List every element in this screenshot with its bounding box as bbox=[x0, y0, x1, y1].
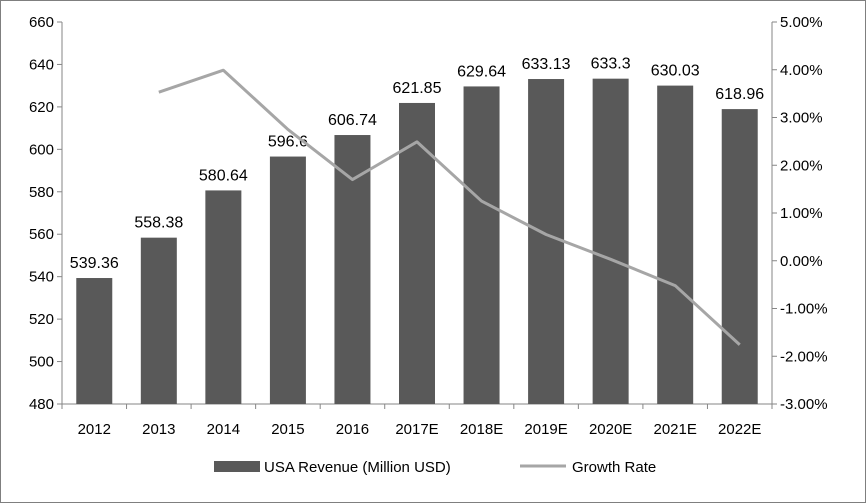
bar bbox=[334, 135, 371, 405]
bar-data-label: 539.36 bbox=[70, 255, 119, 272]
right-tick-label: -1.00% bbox=[780, 301, 828, 318]
left-tick-label: 580 bbox=[29, 184, 54, 201]
right-tick-label: 3.00% bbox=[780, 110, 823, 127]
x-tick-label: 2022E bbox=[718, 421, 761, 438]
left-tick-label: 480 bbox=[29, 396, 54, 413]
bar bbox=[528, 79, 565, 404]
right-tick-label: 4.00% bbox=[780, 62, 823, 79]
bar bbox=[463, 86, 500, 404]
x-tick-label: 2014 bbox=[207, 421, 240, 438]
right-tick-label: 5.00% bbox=[780, 14, 823, 31]
left-tick-label: 620 bbox=[29, 99, 54, 116]
legend-label-revenue: USA Revenue (Million USD) bbox=[264, 459, 451, 476]
bar bbox=[140, 237, 177, 404]
left-tick-label: 660 bbox=[29, 14, 54, 31]
x-tick-label: 2020E bbox=[589, 421, 632, 438]
left-tick-label: 600 bbox=[29, 141, 54, 158]
bar bbox=[205, 190, 242, 404]
bar-data-label: 630.03 bbox=[651, 63, 700, 80]
right-tick-label: -2.00% bbox=[780, 348, 828, 365]
x-tick-label: 2019E bbox=[524, 421, 567, 438]
bar bbox=[76, 278, 113, 404]
right-tick-label: 1.00% bbox=[780, 205, 823, 222]
left-tick-label: 520 bbox=[29, 311, 54, 328]
bar bbox=[269, 156, 306, 404]
left-tick-label: 540 bbox=[29, 269, 54, 286]
left-tick-label: 560 bbox=[29, 226, 54, 243]
x-tick-label: 2012 bbox=[78, 421, 111, 438]
left-tick-label: 640 bbox=[29, 56, 54, 73]
bar-data-label: 633.3 bbox=[591, 56, 631, 73]
bar-data-label: 633.13 bbox=[522, 56, 571, 73]
bar-data-label: 580.64 bbox=[199, 167, 248, 184]
bar-data-label: 606.74 bbox=[328, 112, 377, 129]
x-tick-label: 2017E bbox=[395, 421, 438, 438]
x-tick-label: 2021E bbox=[653, 421, 696, 438]
legend-swatch-revenue bbox=[214, 461, 260, 472]
bar bbox=[657, 85, 694, 404]
legend: USA Revenue (Million USD) Growth Rate bbox=[214, 459, 656, 476]
left-tick-label: 500 bbox=[29, 354, 54, 371]
right-tick-label: 2.00% bbox=[780, 157, 823, 174]
bar-data-label: 621.85 bbox=[393, 80, 442, 97]
bar bbox=[592, 78, 629, 404]
bar-data-label: 618.96 bbox=[715, 86, 764, 103]
x-tick-label: 2013 bbox=[142, 421, 175, 438]
legend-label-growth: Growth Rate bbox=[572, 459, 656, 476]
x-tick-label: 2015 bbox=[271, 421, 304, 438]
x-tick-label: 2016 bbox=[336, 421, 369, 438]
right-tick-label: 0.00% bbox=[780, 253, 823, 270]
bar bbox=[721, 109, 758, 404]
growth-rate-line bbox=[158, 68, 741, 346]
bar-data-label: 629.64 bbox=[457, 63, 506, 80]
bar-data-label: 558.38 bbox=[134, 215, 183, 232]
right-tick-label: -3.00% bbox=[780, 396, 828, 413]
x-tick-label: 2018E bbox=[460, 421, 503, 438]
